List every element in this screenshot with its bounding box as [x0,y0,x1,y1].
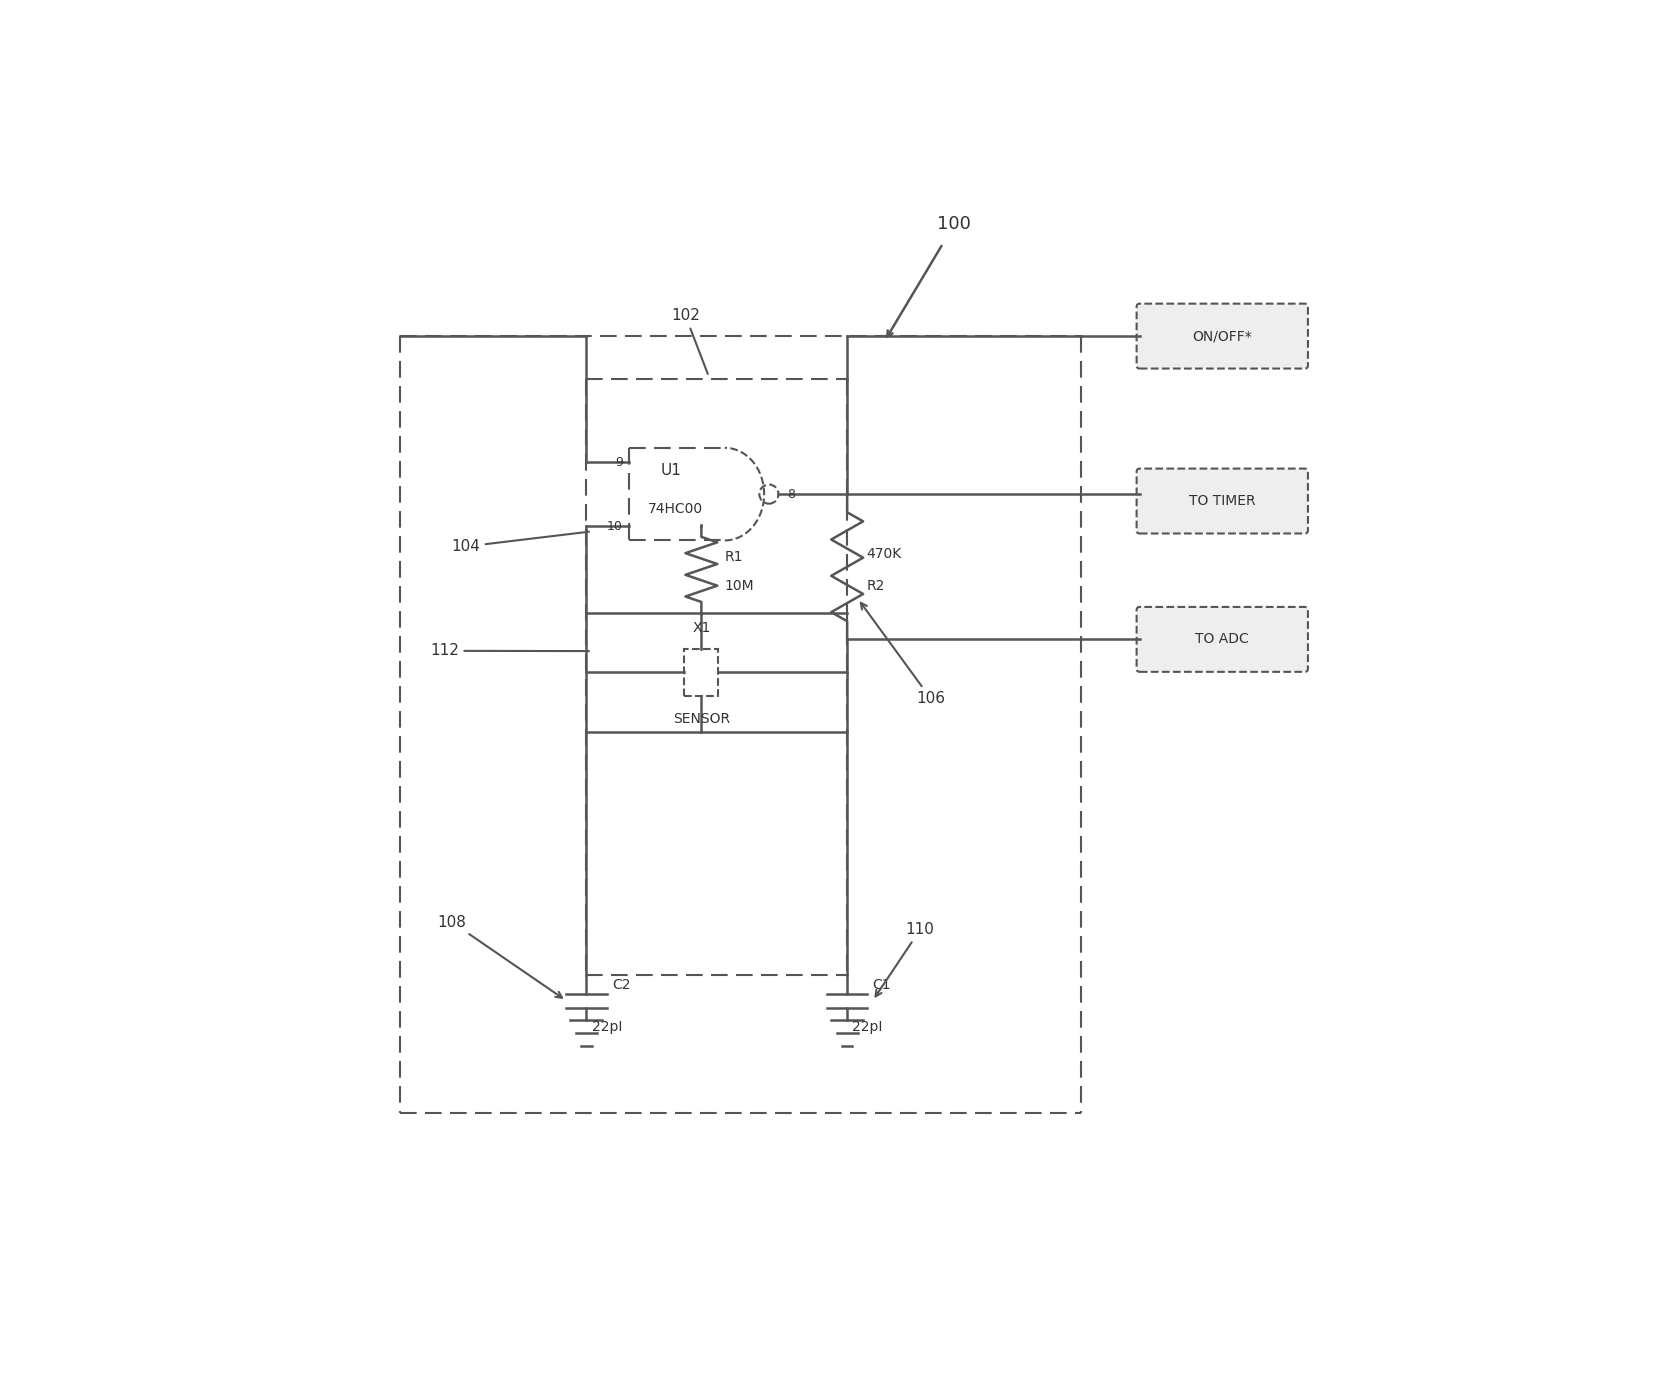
FancyBboxPatch shape [1137,607,1308,672]
Text: 8: 8 [787,488,795,500]
FancyBboxPatch shape [1137,304,1308,369]
Text: 470K: 470K [866,547,901,561]
FancyBboxPatch shape [684,650,719,695]
Text: 110: 110 [876,922,934,996]
Text: 102: 102 [671,308,707,375]
Text: C1: C1 [873,978,891,992]
Text: 106: 106 [861,603,946,706]
Text: C2: C2 [612,978,630,992]
Text: 22pI: 22pI [592,1020,622,1034]
Text: 100: 100 [937,216,970,234]
Text: SENSOR: SENSOR [673,712,731,726]
Text: U1: U1 [661,463,681,478]
Text: 108: 108 [438,915,562,998]
FancyBboxPatch shape [1137,468,1308,533]
Text: 9: 9 [615,456,623,468]
Text: R2: R2 [866,579,884,593]
Text: ON/OFF*: ON/OFF* [1192,329,1251,343]
Text: 10M: 10M [724,579,754,593]
Text: R1: R1 [724,550,744,564]
Text: 112: 112 [430,644,588,658]
Text: 104: 104 [451,532,588,554]
Text: 22pI: 22pI [853,1020,883,1034]
Text: X1: X1 [693,621,711,634]
Text: TO ADC: TO ADC [1195,633,1250,647]
Text: TO TIMER: TO TIMER [1189,493,1256,509]
Text: 10: 10 [607,520,623,532]
Text: 74HC00: 74HC00 [648,502,703,515]
